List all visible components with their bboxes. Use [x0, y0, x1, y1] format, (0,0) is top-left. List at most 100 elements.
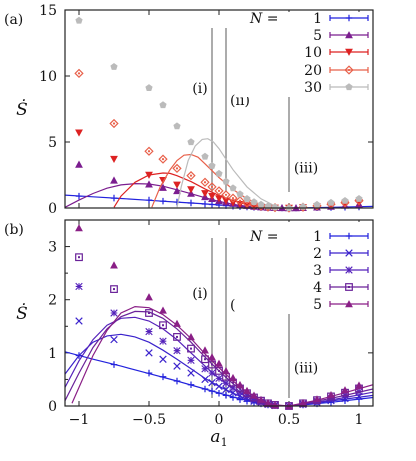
data-point — [257, 395, 265, 403]
data-point — [221, 190, 231, 200]
data-point — [159, 101, 167, 109]
legend-marker — [345, 14, 353, 22]
data-point — [173, 186, 181, 195]
data-point — [355, 381, 363, 389]
data-point — [173, 333, 181, 341]
y-tick-label: 10 — [39, 69, 57, 85]
data-point — [110, 261, 118, 269]
data-point — [222, 367, 230, 375]
region-label: (i) — [192, 81, 207, 97]
data-point — [201, 365, 209, 373]
legend-label: 1 — [313, 11, 322, 27]
data-point — [215, 389, 223, 397]
data-point — [75, 224, 83, 232]
data-point — [201, 385, 209, 393]
y-tick-label: 1 — [48, 346, 57, 362]
data-point — [201, 355, 209, 364]
data-point — [250, 198, 258, 206]
data-point — [264, 398, 272, 407]
data-point — [173, 362, 181, 370]
data-point — [341, 196, 349, 204]
data-point — [299, 398, 307, 407]
data-point — [236, 190, 244, 198]
data-point — [159, 183, 167, 191]
data-point — [172, 163, 182, 174]
y-tick-label: 2 — [48, 293, 57, 309]
legend-marker — [345, 48, 353, 56]
y-tick-label: 5 — [48, 135, 57, 151]
data-point — [271, 203, 279, 211]
data-point — [228, 193, 238, 203]
data-point — [299, 202, 307, 210]
data-point — [313, 395, 321, 403]
data-point — [145, 309, 153, 317]
y-tick-label: 0 — [48, 201, 57, 217]
data-point — [355, 194, 363, 202]
data-point — [173, 122, 181, 130]
y-tick-label: 3 — [48, 240, 57, 256]
data-point — [159, 321, 167, 330]
data-point — [159, 306, 167, 314]
legend-label: 3 — [313, 263, 322, 279]
region-label: (iii) — [294, 160, 318, 176]
data-point — [109, 118, 119, 129]
y-tick-label: 15 — [39, 3, 57, 19]
legend-label: 30 — [304, 80, 322, 96]
data-point — [229, 373, 237, 382]
data-point — [201, 346, 209, 354]
legend-label: 5 — [313, 28, 322, 44]
legend-marker — [345, 300, 353, 308]
data-point — [187, 369, 195, 377]
data-point — [173, 377, 181, 385]
data-point — [200, 177, 210, 187]
data-point — [74, 68, 84, 79]
legend-background — [236, 222, 373, 314]
legend-marker — [345, 283, 353, 291]
panel-label: (b) — [4, 222, 24, 238]
data-point — [208, 387, 216, 395]
y-tick-label: 0 — [48, 399, 57, 415]
data-point — [222, 197, 230, 205]
region-label: (ii) — [230, 93, 250, 109]
data-point — [236, 396, 244, 403]
panel-label: (a) — [4, 12, 23, 28]
data-point — [173, 181, 181, 189]
data-point — [110, 155, 118, 164]
x-tick-label: 0.5 — [278, 412, 300, 428]
legend-background — [236, 12, 373, 97]
data-point — [313, 200, 321, 208]
y-axis-label: Ṡ — [16, 303, 28, 324]
data-point — [187, 356, 195, 364]
data-point — [201, 190, 209, 198]
x-tick-label: −1 — [69, 412, 90, 428]
data-point — [110, 194, 118, 202]
data-point — [222, 385, 230, 394]
data-point — [208, 369, 216, 377]
data-point — [235, 196, 245, 206]
data-point — [159, 337, 167, 345]
data-point — [208, 161, 216, 169]
data-point — [145, 327, 153, 336]
legend-marker — [345, 249, 353, 257]
plot-frame — [64, 9, 374, 209]
data-point — [159, 197, 167, 205]
data-point — [75, 16, 83, 24]
legend-marker — [345, 266, 353, 274]
data-point — [145, 349, 153, 357]
data-point — [229, 394, 237, 401]
data-point — [145, 171, 153, 179]
data-point — [159, 373, 167, 381]
legend-label: 5 — [313, 297, 322, 313]
data-point — [215, 169, 223, 177]
data-point — [215, 195, 223, 203]
y-axis-label: Ṡ — [16, 99, 28, 120]
legend-label: 10 — [304, 45, 322, 61]
data-point — [145, 293, 153, 301]
data-point — [75, 160, 83, 168]
data-point — [229, 384, 237, 392]
data-point — [187, 138, 195, 146]
data-point — [145, 369, 153, 377]
